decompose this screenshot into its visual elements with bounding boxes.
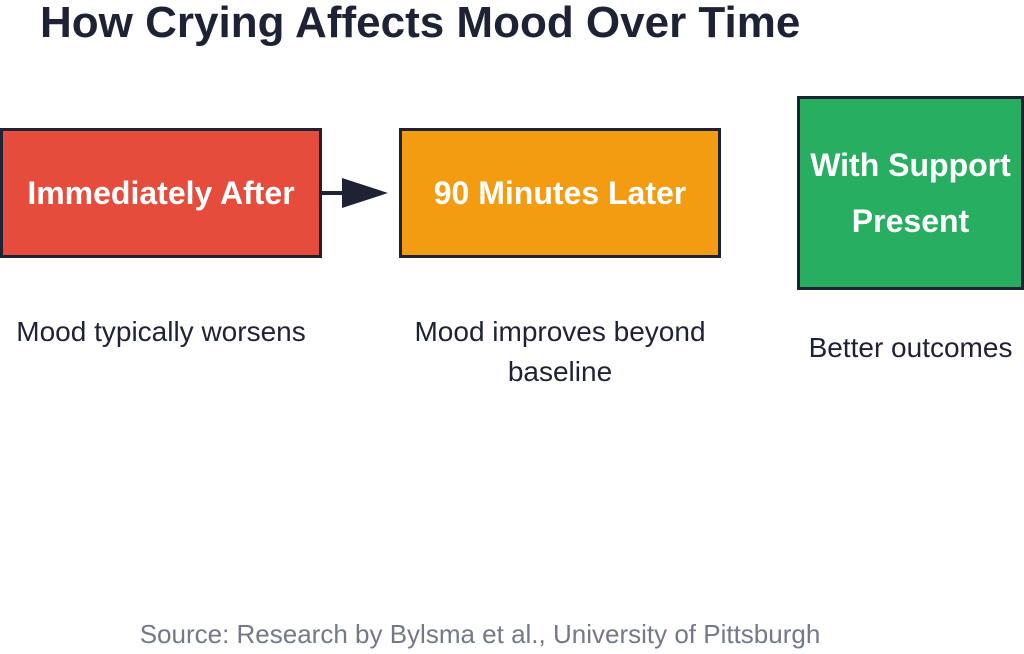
stage-box-with-support-present: With Support Present bbox=[797, 96, 1024, 290]
stage-description-90-minutes-later: Mood improves beyond baseline bbox=[414, 316, 706, 387]
stage-box-immediately-after: Immediately After bbox=[0, 128, 322, 258]
stage-label: Immediately After bbox=[27, 175, 295, 211]
diagram-title: How Crying Affects Mood Over Time bbox=[40, 0, 801, 47]
stage-description-with-support-present: Better outcomes bbox=[808, 332, 1013, 363]
arrow-head bbox=[342, 178, 388, 208]
arrow-right-icon bbox=[322, 178, 388, 208]
stage-label: With Support Present bbox=[810, 147, 1011, 239]
source-citation: Source: Research by Bylsma et al., Unive… bbox=[139, 619, 821, 649]
stage-description-immediately-after: Mood typically worsens bbox=[16, 316, 306, 347]
stage-label: 90 Minutes Later bbox=[433, 175, 687, 211]
stage-box-90-minutes-later: 90 Minutes Later bbox=[399, 128, 721, 258]
